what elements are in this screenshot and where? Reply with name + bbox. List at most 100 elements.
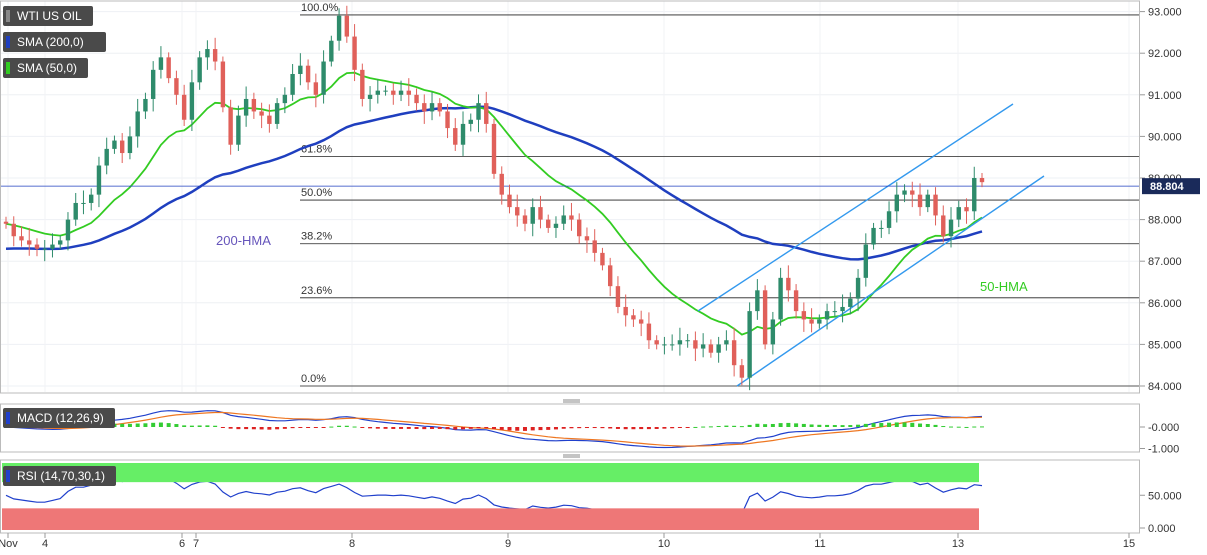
candle-body	[515, 207, 520, 216]
macd-histogram-bar	[863, 423, 868, 427]
macd-histogram-bar	[980, 426, 984, 428]
candle-body	[956, 207, 961, 220]
candle-body	[654, 340, 659, 345]
macd-histogram-bar	[120, 423, 125, 427]
macd-histogram-bar	[600, 427, 605, 429]
hma200-line	[5, 105, 983, 261]
rsi-oversold-zone	[2, 508, 979, 530]
macd-histogram-bar	[608, 427, 613, 429]
macd-histogram-bar	[770, 423, 775, 427]
symbol-tag[interactable]: WTI US OIL	[3, 6, 93, 26]
candle-body	[50, 244, 55, 249]
fib-level-label: 61.8%	[301, 143, 332, 155]
macd-histogram-bar	[530, 427, 535, 431]
candle-body	[189, 82, 195, 120]
candle-body	[739, 365, 745, 378]
candle-body	[398, 90, 404, 95]
time-tick-label: 13	[952, 538, 964, 550]
macd-histogram-bar	[406, 427, 411, 429]
macd-histogram-bar	[135, 423, 140, 427]
macd-histogram-bar	[298, 427, 303, 428]
macd-histogram-bar	[244, 427, 249, 430]
candle-body	[150, 69, 156, 99]
candle-body	[693, 340, 698, 349]
rsi-tag[interactable]: RSI (14,70,30,1)	[3, 466, 116, 486]
candle-body	[422, 103, 427, 112]
candle-body	[468, 119, 473, 124]
candle-body	[855, 277, 861, 299]
candle-body	[119, 140, 125, 154]
macd-histogram-bar	[306, 427, 311, 428]
candle-body	[344, 15, 350, 37]
macd-histogram-bar	[817, 424, 822, 427]
candle-body	[623, 306, 628, 316]
macd-histogram-bar	[786, 422, 791, 427]
candle-body	[484, 103, 489, 124]
macd-histogram-bar	[515, 427, 520, 431]
candle-body	[685, 340, 690, 342]
macd-histogram-bar	[848, 425, 853, 427]
candle-body	[561, 215, 566, 224]
macd-histogram-bar	[499, 427, 504, 430]
candle-body	[367, 94, 373, 99]
candle-body	[313, 82, 319, 95]
macd-histogram-bar	[685, 427, 690, 428]
candle-body	[979, 178, 985, 183]
candle-body	[429, 103, 435, 112]
time-tick-label: 4	[42, 538, 48, 550]
candle-body	[848, 298, 853, 307]
macd-histogram-bar	[251, 427, 256, 430]
macd-histogram-bar	[158, 422, 163, 427]
rsi-tick-label: 0.000	[1148, 523, 1176, 535]
time-tick-label: 8	[349, 538, 355, 550]
candle-body	[58, 240, 63, 245]
macd-histogram-bar	[631, 427, 636, 430]
candle-body	[863, 244, 869, 278]
macd-label: MACD (12,26,9)	[17, 411, 104, 425]
macd-histogram-bar	[646, 427, 651, 430]
macd-histogram-bar	[414, 427, 419, 429]
candle-body	[181, 94, 187, 120]
macd-histogram-bar	[259, 427, 264, 430]
candle-body	[220, 61, 226, 108]
macd-histogram-bar	[577, 427, 582, 429]
time-tick-label: Nov	[0, 538, 18, 550]
macd-histogram-bar	[879, 422, 884, 427]
macd-histogram-bar	[205, 425, 210, 427]
sma200-tag[interactable]: SMA (200,0)	[3, 32, 106, 52]
candle-body	[546, 219, 551, 228]
macd-histogram-bar	[755, 423, 760, 427]
candle-body	[391, 90, 396, 95]
macd-histogram-bar	[228, 427, 233, 429]
candle-body	[290, 74, 295, 95]
candle-body	[840, 306, 845, 312]
price-tick-label: 84.000	[1148, 381, 1182, 393]
last-price-tag	[1142, 178, 1200, 195]
macd-histogram-bar	[739, 426, 744, 428]
candle-body	[491, 123, 497, 174]
time-tick-label: 11	[814, 538, 825, 550]
macd-histogram-bar	[522, 427, 527, 431]
time-tick-label: 7	[193, 538, 199, 550]
macd-histogram-bar	[902, 422, 907, 427]
sma50-label: SMA (50,0)	[17, 61, 78, 75]
candle-body	[669, 344, 675, 346]
macd-histogram-bar	[693, 426, 698, 428]
candle-body	[321, 61, 326, 95]
macd-histogram-bar	[670, 427, 675, 429]
candle-body	[81, 202, 86, 204]
candle-body	[948, 219, 954, 237]
candle-body	[96, 165, 102, 195]
candle-body	[708, 344, 714, 353]
candle-body	[553, 223, 559, 228]
candle-body	[817, 319, 822, 324]
macd-histogram-bar	[894, 422, 899, 427]
macd-tag[interactable]: MACD (12,26,9)	[3, 408, 115, 428]
candle-body	[778, 277, 783, 320]
time-tick-label: 6	[179, 538, 185, 550]
sma50-tag[interactable]: SMA (50,0)	[3, 58, 88, 78]
candle-body	[27, 240, 32, 245]
macd-histogram-bar	[329, 426, 334, 428]
price-tick-label: 85.000	[1148, 339, 1182, 351]
